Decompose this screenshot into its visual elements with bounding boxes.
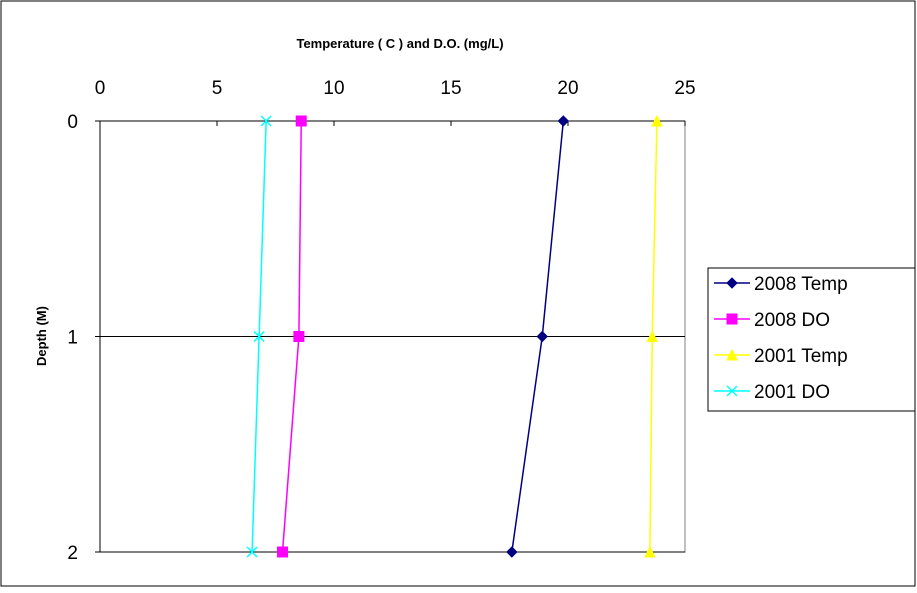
legend-marker bbox=[726, 277, 738, 289]
x-tick-label: 15 bbox=[440, 78, 461, 99]
series-marker-0 bbox=[536, 330, 548, 343]
legend-label: 2008 Temp bbox=[754, 274, 848, 295]
x-tick-label: 0 bbox=[95, 78, 106, 99]
series-marker-1 bbox=[293, 331, 305, 342]
series-marker-1 bbox=[295, 115, 307, 127]
series-layer bbox=[246, 114, 663, 558]
x-axis-title: Temperature ( C ) and D.O. (mg/L) bbox=[296, 36, 503, 51]
y-axis-title: Depth (M) bbox=[34, 306, 49, 366]
x-tick-label: 25 bbox=[674, 78, 695, 99]
legend: 2008 Temp 2008 DO 2001 Temp 2001 DO bbox=[714, 274, 848, 403]
series-marker-0 bbox=[506, 546, 518, 558]
series-marker-3-stroke bbox=[253, 330, 265, 343]
series-marker-3-stroke bbox=[246, 546, 258, 558]
x-tick-label: 20 bbox=[557, 78, 578, 99]
legend-marker bbox=[726, 348, 738, 361]
series-marker-3 bbox=[253, 330, 265, 343]
legend-marker bbox=[726, 313, 738, 325]
series-marker-2 bbox=[644, 545, 656, 558]
series-marker-2 bbox=[646, 330, 659, 342]
series-marker-1 bbox=[277, 546, 289, 558]
series-marker-2 bbox=[651, 114, 663, 127]
series-marker-3-stroke bbox=[260, 115, 272, 127]
y-tick-label: 2 bbox=[67, 543, 78, 564]
legend-label: 2008 DO bbox=[754, 310, 830, 331]
x-tick-label: 10 bbox=[323, 78, 344, 99]
legend-marker-stroke bbox=[726, 385, 738, 397]
legend-marker bbox=[726, 385, 738, 397]
axes: 0 5 10 15 20 25 0 1 2 bbox=[67, 78, 695, 564]
legend-label: 2001 Temp bbox=[754, 346, 848, 367]
series-marker-3 bbox=[260, 115, 272, 127]
legend-label: 2001 DO bbox=[754, 382, 830, 403]
legend-box bbox=[707, 267, 916, 412]
series-marker-3 bbox=[246, 546, 258, 558]
series-marker-0 bbox=[557, 115, 570, 127]
x-tick-label: 5 bbox=[212, 78, 223, 99]
y-tick-label: 0 bbox=[67, 112, 78, 133]
y-tick-label: 1 bbox=[67, 328, 78, 349]
